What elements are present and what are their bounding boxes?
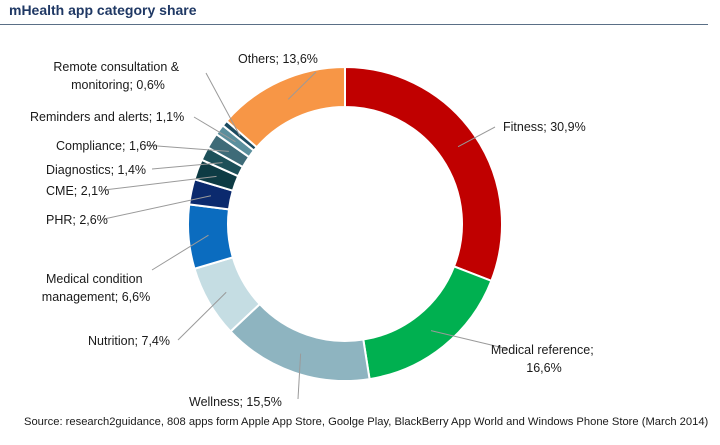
data-label-reminders-and-alerts: Reminders and alerts; 1,1% [30, 110, 184, 124]
slice-medical-condition-management [187, 203, 235, 270]
leader-line-others [287, 71, 317, 100]
slice-fitness [344, 65, 503, 283]
leader-line-compliance [143, 144, 229, 152]
data-label-cme: CME; 2,1% [46, 184, 109, 198]
slice-others [225, 65, 346, 149]
chart-title: mHealth app category share [9, 2, 197, 18]
title-divider [0, 24, 708, 25]
data-label-wellness: Wellness; 15,5% [189, 395, 282, 409]
slice-medical-reference [362, 265, 493, 381]
leader-line-diagnostics [151, 162, 223, 170]
leader-line-medical-reference [430, 330, 509, 350]
chart-slices [187, 65, 503, 382]
leader-line-remote-consultation-monitoring [205, 72, 241, 137]
leader-line-wellness [297, 353, 302, 400]
data-label-phr: PHR; 2,6% [46, 213, 108, 227]
data-label-medical-condition-management: Medical condition management; 6,6% [42, 272, 150, 304]
leader-lines [103, 71, 509, 400]
leader-line-fitness [457, 126, 496, 148]
source-note: Source: research2guidance, 808 apps form… [24, 416, 709, 428]
leader-line-cme [103, 175, 217, 191]
data-label-diagnostics: Diagnostics; 1,4% [46, 163, 146, 177]
leader-line-reminders-and-alerts [193, 116, 236, 143]
data-label-others: Others; 13,6% [238, 52, 318, 66]
leader-line-nutrition [177, 291, 227, 341]
data-label-fitness: Fitness; 30,9% [503, 120, 586, 134]
data-label-compliance: Compliance; 1,6% [56, 139, 157, 153]
data-label-remote-consultation: Remote consultation & monitoring; 0,6% [53, 60, 182, 92]
leader-line-phr [103, 195, 212, 220]
leader-line-medical-condition-management [151, 234, 209, 271]
data-label-medical-reference: Medical reference; 16,6% [491, 343, 597, 375]
data-label-nutrition: Nutrition; 7,4% [88, 334, 170, 348]
